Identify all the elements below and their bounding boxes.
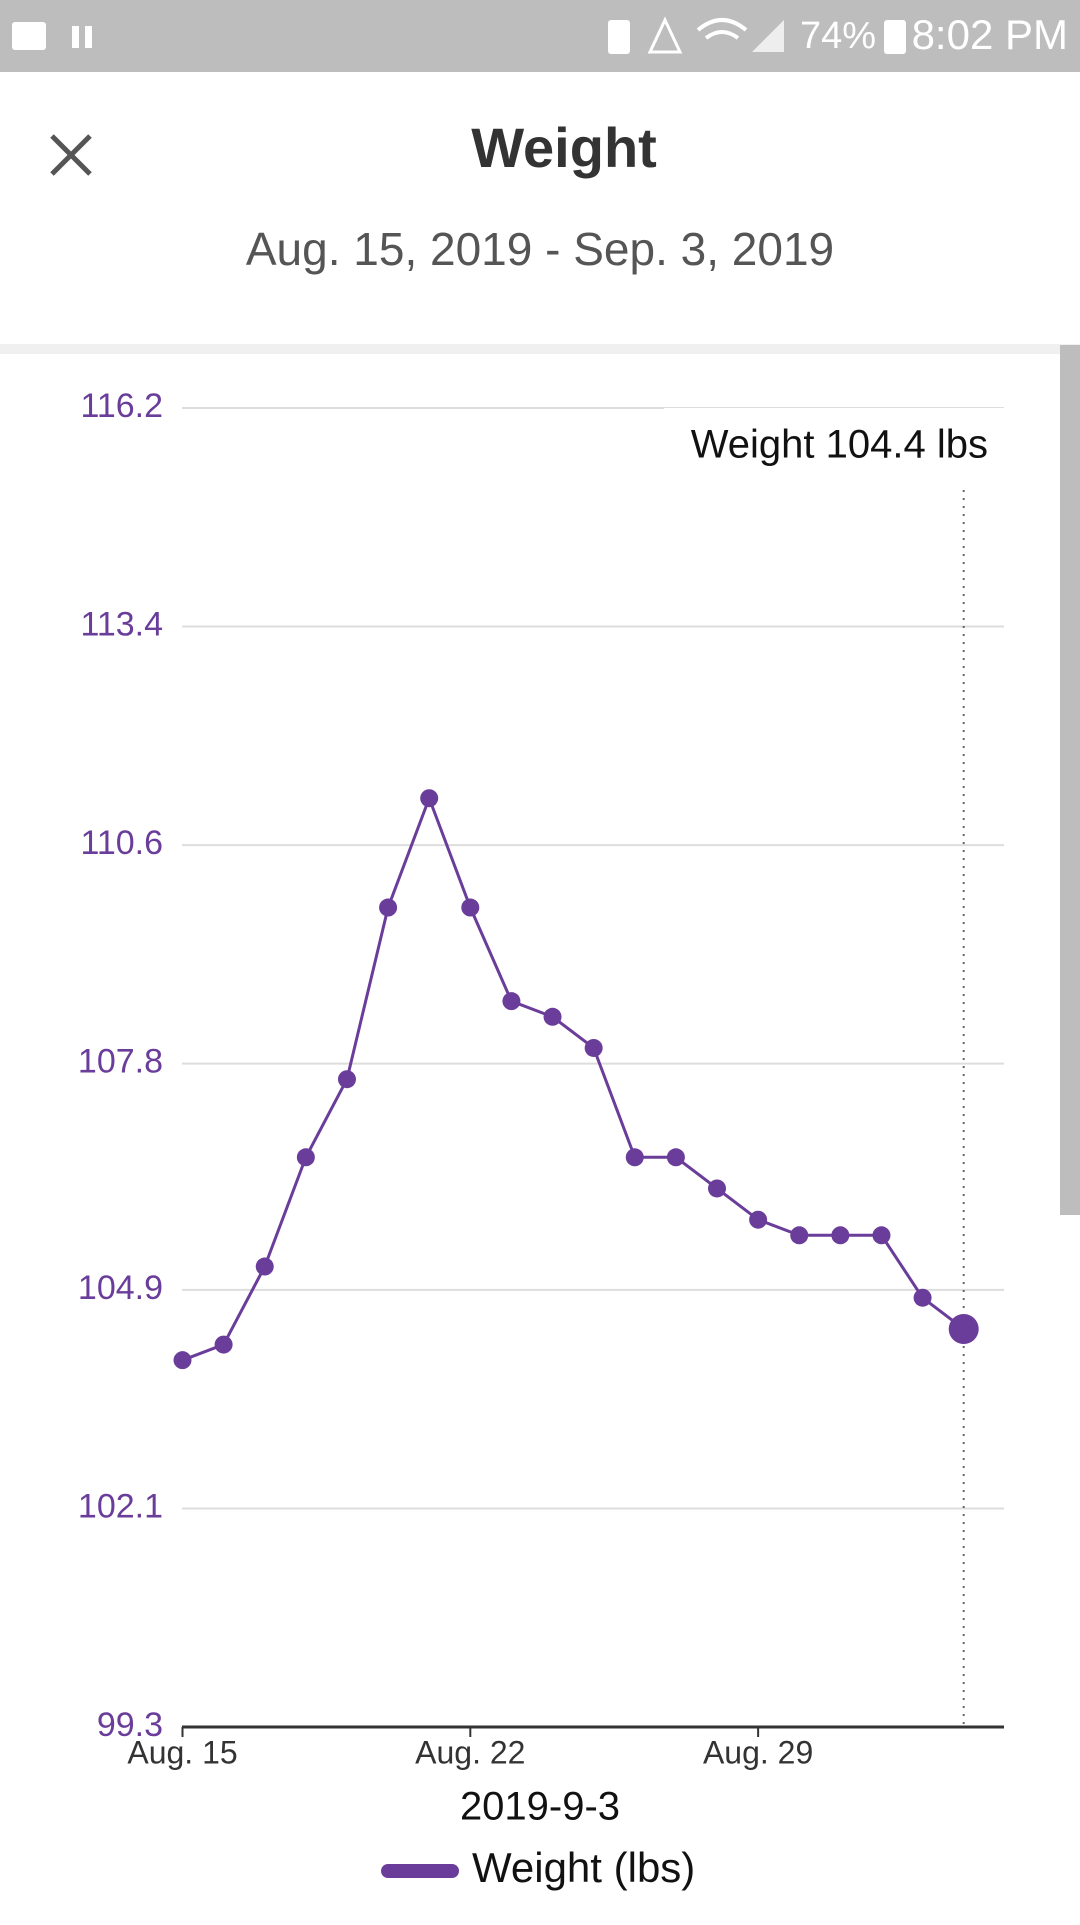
x-axis-label: 2019-9-3	[460, 1785, 620, 1829]
close-button[interactable]	[50, 134, 92, 176]
x-tick-label: Aug. 29	[703, 1734, 813, 1770]
recycle-icon	[647, 16, 683, 54]
data-point	[913, 1288, 932, 1307]
weight-line	[181, 793, 965, 1362]
data-point	[708, 1179, 727, 1198]
clock: 8:02 PM	[912, 11, 1068, 58]
data-point	[749, 1210, 768, 1229]
title: Weight	[471, 116, 657, 179]
wifi-icon	[696, 18, 748, 40]
data-point	[420, 789, 439, 808]
legend-label: Weight (lbs)	[472, 1844, 695, 1891]
data-point	[255, 1257, 274, 1276]
data-point	[296, 1148, 315, 1167]
battery-percent: 74%	[800, 15, 876, 57]
data-point	[461, 898, 480, 917]
data-point	[379, 898, 398, 917]
x-tick-label: Aug. 15	[127, 1734, 237, 1770]
data-point	[831, 1226, 850, 1245]
y-tick-label: 113.4	[80, 606, 163, 644]
data-point	[872, 1226, 891, 1245]
data-point	[790, 1226, 809, 1245]
signal-icon	[752, 20, 784, 52]
data-point	[948, 1313, 979, 1344]
data-point	[543, 1007, 562, 1026]
x-tick-label: Aug. 22	[415, 1734, 525, 1770]
y-tick-label: 107.8	[78, 1043, 163, 1081]
date-range: Aug. 15, 2019 - Sep. 3, 2019	[246, 223, 834, 275]
y-tick-label: 110.6	[80, 824, 163, 862]
scrollbar	[1060, 345, 1080, 1215]
pause-icon	[72, 26, 79, 48]
y-tick-label: 102.1	[78, 1487, 163, 1525]
data-point	[502, 992, 521, 1011]
battery-saver-icon	[608, 20, 630, 54]
y-tick-label: 99.3	[97, 1706, 163, 1744]
data-point	[173, 1351, 192, 1370]
data-point	[584, 1038, 603, 1057]
gallery-icon	[12, 22, 46, 50]
y-tick-label: 104.9	[78, 1269, 163, 1307]
tooltip-bg	[664, 408, 1004, 478]
data-point	[337, 1070, 356, 1089]
y-tick-label: 116.2	[80, 387, 163, 425]
header-shadow	[0, 344, 1080, 354]
data-point	[666, 1148, 685, 1167]
data-point	[214, 1335, 233, 1354]
pause-icon	[85, 26, 92, 48]
data-point	[625, 1148, 644, 1167]
header	[0, 72, 1080, 344]
tooltip: Weight 104.4 lbs	[691, 423, 988, 467]
close-stroke[interactable]	[50, 134, 92, 176]
battery-icon	[884, 20, 906, 54]
